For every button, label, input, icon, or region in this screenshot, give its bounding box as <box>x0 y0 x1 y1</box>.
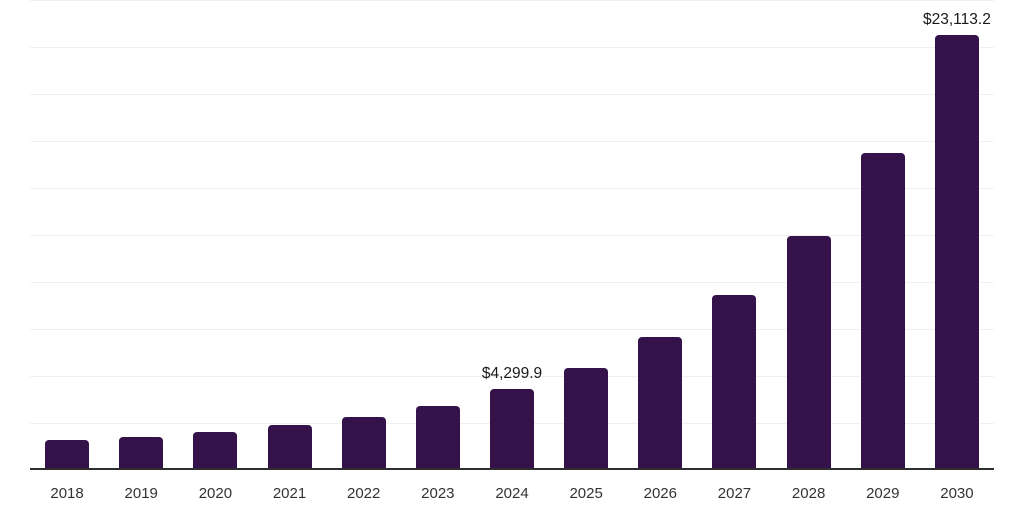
x-axis: 2018 2019 2020 2021 2022 2023 2024 2025 2026 2027… <box>0 483 1024 505</box>
x-tick-2028: 2028 <box>791 485 826 502</box>
bar-2020 <box>193 432 238 468</box>
gridline-7500 <box>30 329 994 330</box>
gridline-17500 <box>30 141 994 142</box>
gridline-15000 <box>30 188 994 189</box>
x-tick-2021: 2021 <box>272 485 307 502</box>
bar-2029 <box>860 153 905 468</box>
x-tick-2022: 2022 <box>347 485 381 502</box>
x-tick-2026: 2026 <box>643 485 677 502</box>
gridline-22500 <box>30 47 994 48</box>
bar-2027 <box>712 294 757 468</box>
data-label-2030: $23,113.2 <box>923 11 991 29</box>
bar-2028 <box>786 235 831 468</box>
x-tick-2030: 2030 <box>940 485 974 502</box>
gridline-25000 <box>30 0 994 1</box>
bar-2018 <box>45 439 90 468</box>
gridline-20000 <box>30 94 994 95</box>
plot-area: $4,299.9 $23,113.2 <box>30 0 994 470</box>
x-tick-2020: 2020 <box>198 485 233 502</box>
bar-2022 <box>341 416 386 468</box>
gridline-10000 <box>30 282 994 283</box>
bar-2019 <box>119 436 164 468</box>
bar-2025 <box>564 367 609 468</box>
x-tick-2027: 2027 <box>717 485 752 502</box>
x-tick-2023: 2023 <box>421 485 455 502</box>
gridline-5000 <box>30 376 994 377</box>
x-tick-2024: 2024 <box>495 485 529 502</box>
bar-2023 <box>415 406 460 468</box>
x-axis-line <box>30 468 994 470</box>
data-label-2024: $4,299.9 <box>481 365 543 383</box>
bar-2021 <box>267 425 312 468</box>
bar-2026 <box>638 337 683 468</box>
x-tick-2029: 2029 <box>866 485 900 502</box>
x-tick-2019: 2019 <box>124 485 158 502</box>
gridline-12500 <box>30 235 994 236</box>
x-tick-2018: 2018 <box>50 485 84 502</box>
bar-2030 <box>934 35 979 468</box>
x-tick-2025: 2025 <box>569 485 603 502</box>
bar-2024 <box>490 389 534 468</box>
